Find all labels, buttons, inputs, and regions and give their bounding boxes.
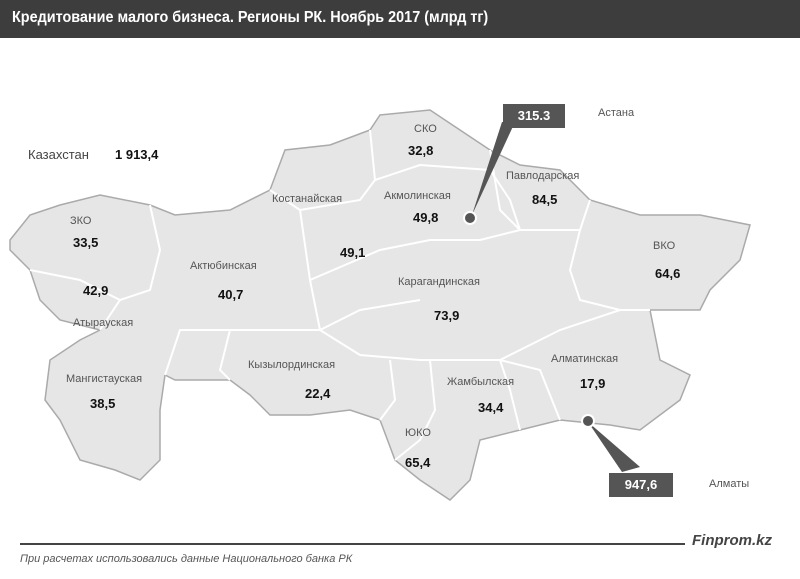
region-label-atyrau: Атырауская (73, 317, 134, 329)
region-value-vko: 64,6 (655, 266, 681, 281)
region-label-vko: ВКО (653, 240, 676, 252)
total-label: Казахстан (28, 147, 89, 162)
region-value-atyrau: 42,9 (83, 283, 109, 298)
almaty-pointer (588, 422, 640, 472)
region-label-karaganda: Карагандинская (398, 276, 480, 288)
region-label-yuko: ЮКО (405, 427, 431, 439)
region-value-zhambyl: 34,4 (478, 400, 504, 415)
brand-logo: Finprom.kz (692, 532, 773, 549)
region-label-kyzylorda: Кызылординская (248, 359, 336, 371)
country-outline (9, 109, 751, 501)
astana-label: Астана (598, 107, 635, 119)
region-value-aktobe: 40,7 (218, 287, 244, 302)
footer-divider (20, 543, 685, 545)
region-value-pavlodar: 84,5 (532, 192, 558, 207)
region-value-kyzylorda: 22,4 (305, 386, 331, 401)
almaty-callout: 947,6 (609, 473, 673, 497)
region-label-mangistau: Мангистауская (66, 373, 143, 385)
almaty-label: Алматы (709, 478, 750, 490)
region-value-mangistau: 38,5 (90, 396, 116, 411)
almaty-marker (581, 414, 595, 428)
region-label-aktobe: Актюбинская (190, 260, 257, 272)
region-label-akmola: Акмолинская (384, 190, 451, 202)
region-value-kostanay: 49,1 (340, 245, 366, 260)
region-value-akmola: 49,8 (413, 210, 439, 225)
region-value-almaty-region: 17,9 (580, 376, 606, 391)
region-value-zko: 33,5 (73, 235, 99, 250)
astana-marker (463, 211, 477, 225)
region-borders (29, 129, 650, 461)
total-value: 1 913,4 (115, 147, 159, 162)
region-label-zhambyl: Жамбылская (447, 376, 515, 388)
astana-pointer (472, 122, 515, 215)
region-value-karaganda: 73,9 (434, 308, 460, 323)
region-value-sko: 32,8 (408, 143, 434, 158)
region-label-pavlodar: Павлодарская (506, 170, 580, 182)
page-title: Кредитование малого бизнеса. Регионы РК.… (12, 9, 489, 26)
region-label-kostanay: Костанайская (272, 193, 343, 205)
region-value-yuko: 65,4 (405, 455, 431, 470)
region-label-zko: ЗКО (70, 215, 92, 227)
astana-callout: 315.3 (503, 104, 565, 128)
region-label-sko: СКО (414, 123, 437, 135)
source-note: При расчетах использовались данные Нацио… (20, 553, 353, 565)
header-bar: Кредитование малого бизнеса. Регионы РК.… (0, 0, 800, 38)
region-label-almaty-region: Алматинская (551, 353, 619, 365)
